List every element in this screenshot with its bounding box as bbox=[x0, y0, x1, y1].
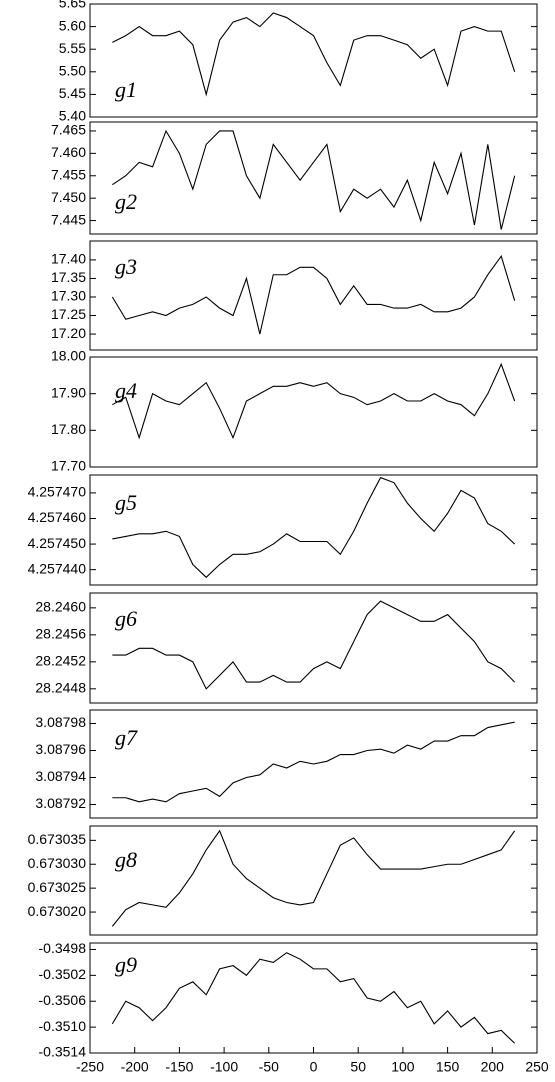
y-tick-label: 28.2452 bbox=[35, 653, 86, 669]
series-label: g4 bbox=[115, 378, 137, 403]
series-label: g9 bbox=[115, 952, 137, 977]
x-tick-label: 0 bbox=[310, 1059, 318, 1075]
data-line bbox=[111, 254, 516, 335]
panel-frame bbox=[89, 3, 538, 118]
y-tick-label: 5.65 bbox=[59, 0, 86, 11]
x-tick-label: -50 bbox=[259, 1059, 279, 1075]
y-tick-label: 17.30 bbox=[51, 288, 86, 304]
data-line bbox=[112, 721, 515, 803]
panel-frame bbox=[89, 121, 538, 235]
data-line bbox=[112, 600, 516, 690]
series-label: g2 bbox=[115, 189, 137, 214]
y-tick-label: 5.50 bbox=[59, 63, 86, 79]
y-tick-label: 0.673030 bbox=[28, 855, 87, 871]
y-tick-label: 17.35 bbox=[51, 269, 86, 285]
y-tick-label: 7.445 bbox=[51, 211, 86, 227]
y-tick-label: 3.08798 bbox=[35, 714, 86, 730]
panel-frame bbox=[89, 356, 538, 468]
y-tick-label: 3.08794 bbox=[35, 768, 86, 784]
x-tick-label: -250 bbox=[76, 1059, 104, 1075]
panel-frame bbox=[89, 474, 538, 586]
series-label: g1 bbox=[115, 77, 137, 102]
panel-frame bbox=[89, 240, 538, 351]
y-tick-label: 3.08796 bbox=[35, 741, 86, 757]
y-tick-label: 4.257460 bbox=[28, 509, 87, 525]
y-tick-label: 4.257450 bbox=[28, 535, 87, 551]
x-tick-label: -200 bbox=[121, 1059, 149, 1075]
y-tick-label: 5.60 bbox=[59, 17, 86, 33]
y-tick-label: -0.3498 bbox=[39, 940, 87, 956]
series-label: g3 bbox=[115, 254, 137, 279]
y-tick-label: 28.2456 bbox=[35, 626, 86, 642]
data-line bbox=[112, 476, 516, 579]
x-tick-label: 100 bbox=[391, 1059, 415, 1075]
series-label: g5 bbox=[115, 490, 137, 515]
y-tick-label: 7.460 bbox=[51, 144, 86, 160]
series-label: g8 bbox=[115, 847, 137, 872]
data-line bbox=[111, 952, 516, 1044]
y-tick-label: 7.450 bbox=[51, 189, 86, 205]
y-tick-label: 4.257440 bbox=[28, 560, 87, 576]
y-tick-label: -0.3510 bbox=[39, 1018, 87, 1034]
data-line bbox=[112, 129, 516, 230]
y-tick-label: 17.25 bbox=[51, 306, 86, 322]
panel-frame bbox=[89, 825, 538, 936]
y-tick-label: -0.3502 bbox=[39, 966, 87, 982]
y-tick-label: 0.673035 bbox=[28, 831, 87, 847]
series-label: g6 bbox=[115, 606, 137, 631]
y-tick-label: 0.673025 bbox=[28, 879, 87, 895]
x-tick-label: 200 bbox=[481, 1059, 505, 1075]
panel-frame bbox=[89, 709, 538, 819]
y-tick-label: 17.90 bbox=[51, 384, 86, 400]
y-tick-label: 17.80 bbox=[51, 421, 86, 437]
y-tick-label: 17.70 bbox=[51, 458, 86, 474]
y-tick-label: 17.40 bbox=[51, 251, 86, 267]
series-label: g7 bbox=[115, 725, 138, 750]
y-tick-label: 5.55 bbox=[59, 40, 86, 56]
data-line bbox=[112, 12, 516, 97]
x-tick-label: -100 bbox=[210, 1059, 238, 1075]
panel-frame bbox=[89, 942, 538, 1054]
y-tick-label: 28.2460 bbox=[35, 599, 86, 615]
y-tick-label: 17.20 bbox=[51, 325, 86, 341]
x-tick-label: -150 bbox=[165, 1059, 193, 1075]
y-tick-label: 5.45 bbox=[59, 85, 86, 101]
panel-frame bbox=[89, 592, 538, 704]
y-tick-label: 28.2448 bbox=[35, 680, 86, 696]
y-tick-label: 18.00 bbox=[51, 348, 86, 364]
x-tick-label: 150 bbox=[436, 1059, 460, 1075]
y-tick-label: 7.465 bbox=[51, 122, 86, 138]
x-tick-label: 50 bbox=[350, 1059, 366, 1075]
y-tick-label: 4.257470 bbox=[28, 484, 87, 500]
data-line bbox=[111, 829, 516, 927]
y-tick-label: 0.673020 bbox=[28, 903, 87, 919]
y-tick-label: 7.455 bbox=[51, 166, 86, 182]
data-line bbox=[112, 362, 516, 440]
x-tick-label: 250 bbox=[525, 1059, 549, 1075]
y-tick-label: -0.3514 bbox=[39, 1044, 87, 1060]
y-tick-label: -0.3506 bbox=[39, 992, 87, 1008]
y-tick-label: 5.40 bbox=[59, 108, 86, 124]
y-tick-label: 3.08792 bbox=[35, 795, 86, 811]
